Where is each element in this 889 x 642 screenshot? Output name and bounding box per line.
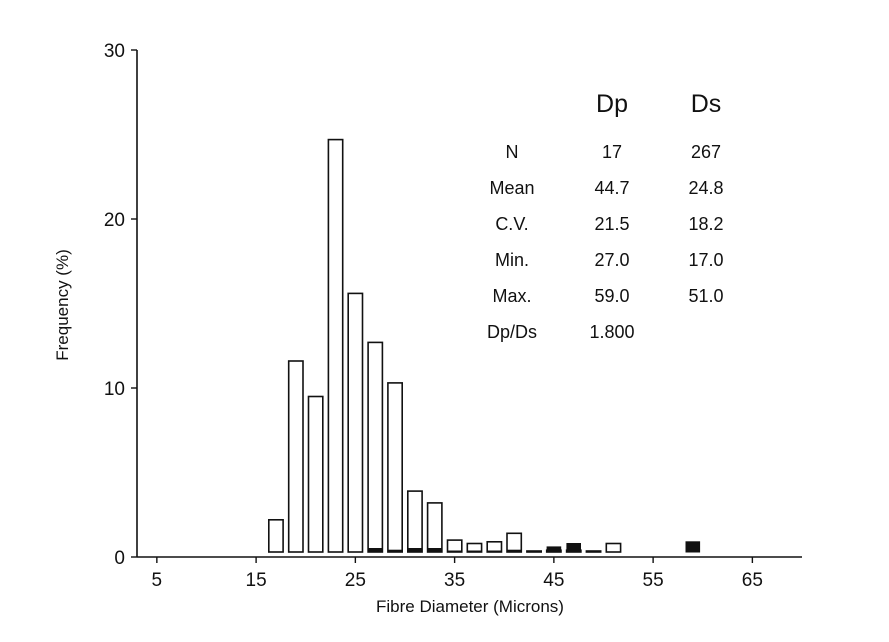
bar-ds-33 — [426, 502, 443, 553]
stats-cell-r2-c0: C.V. — [495, 214, 528, 234]
stats-cell-r1-c0: Mean — [489, 178, 534, 198]
y-tick-label-0: 0 — [114, 548, 125, 569]
stats-cell-r2-c2: 18.2 — [688, 214, 723, 234]
bar-ds-51 — [605, 542, 622, 553]
stats-cell-r5-c0: Dp/Ds — [487, 322, 537, 342]
stats-table: Dp Ds N 17 267 Mean 44.7 24.8 C.V. 21.5 18.2 Min. 27… — [487, 90, 724, 342]
stats-cell-r1-c2: 24.8 — [688, 178, 723, 198]
y-tick-label-10: 10 — [104, 379, 125, 400]
plot-bars — [267, 138, 701, 553]
y-tick-label-20: 20 — [104, 210, 125, 231]
bar-ds-41 — [506, 532, 523, 553]
y-axis-label: Frequency (%) — [53, 249, 72, 360]
stats-cell-r4-c1: 59.0 — [594, 286, 629, 306]
x-tick-label-5: 5 — [152, 570, 163, 591]
stats-cell-r5-c1: 1.800 — [589, 322, 634, 342]
stats-cell-r0-c2: 267 — [691, 142, 721, 162]
stats-cell-r1-c1: 44.7 — [594, 178, 629, 198]
bar-ds-17 — [267, 518, 284, 553]
x-tick-label-25: 25 — [345, 570, 366, 591]
bar-ds-31 — [406, 490, 423, 553]
stats-cell-r4-c0: Max. — [492, 286, 531, 306]
x-tick-label-45: 45 — [543, 570, 564, 591]
bar-ds-19 — [287, 360, 304, 553]
stats-cell-r4-c2: 51.0 — [688, 286, 723, 306]
bar-dp-59 — [685, 541, 701, 553]
x-tick-label-55: 55 — [643, 570, 664, 591]
ticks: 5 15 25 35 45 55 65 0 10 20 30 — [104, 41, 763, 591]
bar-dp-45 — [546, 546, 562, 553]
x-tick-label-15: 15 — [246, 570, 267, 591]
stats-cell-r2-c1: 21.5 — [594, 214, 629, 234]
stats-cell-r3-c1: 27.0 — [594, 250, 629, 270]
bar-dp-31 — [407, 548, 423, 553]
stats-header-dp: Dp — [596, 90, 628, 118]
stats-cell-r3-c0: Min. — [495, 250, 529, 270]
bar-ds-29 — [387, 382, 403, 553]
bar-ds-25 — [347, 292, 364, 553]
stats-cell-r0-c1: 17 — [602, 142, 622, 162]
axes — [136, 50, 802, 558]
x-axis-label: Fibre Diameter (Microns) — [376, 597, 564, 616]
bar-dp-39 — [487, 550, 502, 553]
bar-dp-29 — [387, 549, 403, 553]
bar-dp-33 — [427, 548, 443, 553]
y-tick-label-30: 30 — [104, 41, 125, 62]
bar-ds-21 — [307, 395, 324, 553]
bar-dp-35 — [447, 550, 462, 553]
bar-ds-39 — [486, 540, 503, 553]
bar-ds-27 — [367, 341, 384, 553]
stats-header-ds: Ds — [691, 90, 722, 118]
x-tick-label-35: 35 — [444, 570, 465, 591]
bar-dp-27 — [367, 548, 383, 553]
bar-dp-41 — [506, 549, 522, 553]
bar-ds-35 — [446, 539, 463, 553]
stats-cell-r0-c0: N — [506, 142, 519, 162]
bar-dp-37 — [467, 550, 482, 553]
bar-ds-23 — [327, 138, 344, 553]
bar-dp-43 — [526, 550, 542, 553]
x-tick-label-65: 65 — [742, 570, 763, 591]
stats-cell-r3-c2: 17.0 — [688, 250, 723, 270]
bar-dp-47 — [566, 543, 582, 553]
bar-dp-49 — [586, 550, 601, 553]
